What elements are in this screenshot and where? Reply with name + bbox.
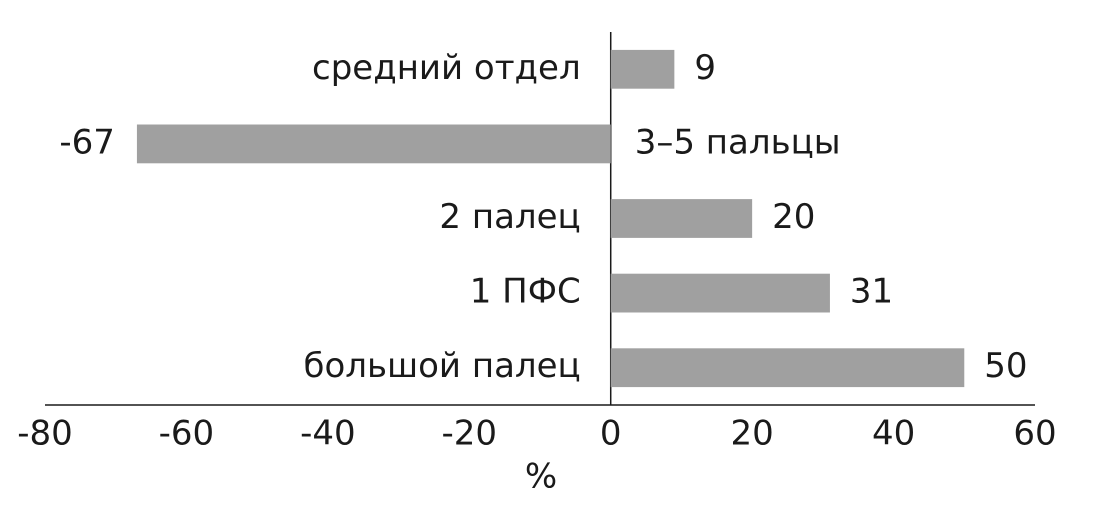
x-tick-label: 20 bbox=[731, 414, 774, 454]
value-label: 20 bbox=[772, 197, 815, 237]
x-tick-label: -20 bbox=[442, 414, 498, 454]
bar bbox=[610, 348, 965, 388]
value-label: -67 bbox=[59, 122, 115, 162]
value-label: 31 bbox=[850, 272, 893, 312]
bar bbox=[610, 49, 675, 89]
x-tick-label: 40 bbox=[872, 414, 915, 454]
x-tick-label: 60 bbox=[1013, 414, 1056, 454]
bar bbox=[610, 273, 830, 313]
category-label: большой палец bbox=[303, 346, 580, 386]
value-label: 50 bbox=[984, 346, 1027, 386]
x-tick-label: -40 bbox=[300, 414, 356, 454]
x-tick-label: -60 bbox=[159, 414, 215, 454]
category-label: 3–5 пальцы bbox=[635, 122, 841, 162]
x-tick-label: 0 bbox=[600, 414, 622, 454]
x-tick-label: -80 bbox=[17, 414, 73, 454]
category-label: средний отдел bbox=[312, 48, 581, 88]
bar bbox=[610, 199, 753, 238]
category-label: 2 палец bbox=[439, 197, 580, 237]
value-label: 9 bbox=[694, 48, 716, 88]
bar bbox=[136, 124, 611, 164]
category-label: 1 ПФС bbox=[470, 272, 581, 312]
x-axis-label: % bbox=[525, 457, 557, 497]
